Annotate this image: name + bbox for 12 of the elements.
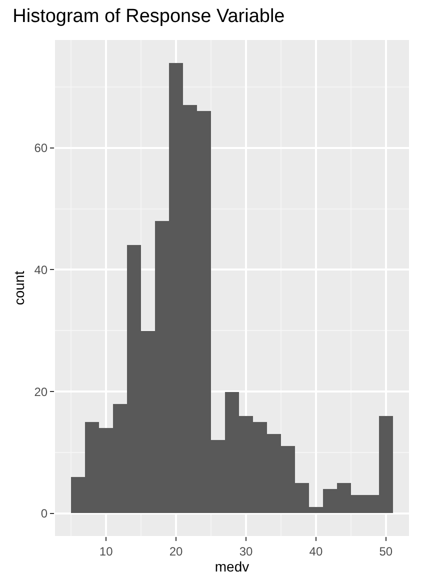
x-tick-label: 20 [169, 544, 184, 558]
y-tick-label: 0 [40, 506, 48, 521]
y-tick-label: 40 [34, 262, 48, 277]
x-tick-label: 50 [379, 544, 393, 558]
chart-title: Histogram of Response Variable [12, 6, 285, 28]
x-tick-label: 10 [99, 544, 114, 558]
x-tick-label: 30 [239, 544, 253, 558]
y-tick-label: 20 [34, 384, 48, 399]
y-axis-title: count [10, 270, 27, 306]
y-tick-label: 60 [34, 141, 48, 156]
x-tick-label: 40 [309, 544, 323, 558]
x-axis-title: medv [214, 558, 250, 575]
